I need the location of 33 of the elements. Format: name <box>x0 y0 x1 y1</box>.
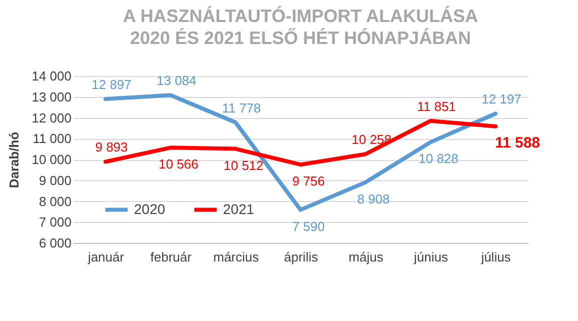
x-tick-label: február <box>150 250 192 264</box>
data-label: 9 756 <box>292 174 325 189</box>
x-tick-label: július <box>480 250 512 264</box>
data-label: 9 893 <box>95 140 128 155</box>
y-tick-label: 11 000 <box>32 131 72 146</box>
y-tick-label: 9 000 <box>38 172 72 188</box>
x-tick-label: június <box>413 250 448 264</box>
data-label: 12 897 <box>92 77 132 92</box>
chart-title: A HASZNÁLTAUTÓ-IMPORT ALAKULÁSA 2020 ÉS 2021 ELSŐ HÉT HÓNAPJÁBAN <box>123 6 478 48</box>
y-tick-label: 6 000 <box>38 236 72 250</box>
legend-label: 2020 <box>134 200 166 217</box>
y-tick-label: 13 000 <box>32 89 72 104</box>
data-label: 12 197 <box>482 92 522 107</box>
x-tick-label: április <box>284 250 318 264</box>
data-label: 11 588 <box>494 134 540 152</box>
x-tick-label: január <box>86 250 125 264</box>
legend-label: 2021 <box>223 200 254 217</box>
data-label: 11 851 <box>417 98 456 114</box>
data-label: 10 512 <box>224 158 264 173</box>
y-tick-label: 14 000 <box>32 68 72 84</box>
data-label: 7 590 <box>292 218 325 234</box>
data-label: 10 828 <box>418 151 458 166</box>
x-tick-label: március <box>213 250 260 264</box>
data-label: 13 084 <box>156 73 196 88</box>
x-tick-label: május <box>348 250 384 264</box>
data-label: 8 908 <box>357 191 390 206</box>
y-tick-label: 12 000 <box>32 110 72 126</box>
y-tick-label: 7 000 <box>38 214 72 230</box>
data-label: 10 566 <box>158 156 198 172</box>
data-label: 11 778 <box>222 100 261 116</box>
y-tick-label: 10 000 <box>32 152 72 167</box>
y-axis-title: Darab/hó <box>6 132 22 188</box>
y-tick-label: 8 000 <box>38 194 72 209</box>
